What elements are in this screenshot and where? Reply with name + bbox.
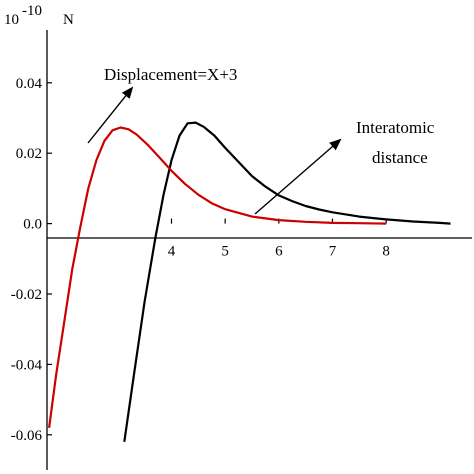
annotation-arrow-displacement	[87, 86, 134, 144]
annotation-displacement: Displacement=X+3	[104, 65, 237, 84]
y-unit-label: N	[63, 12, 74, 28]
y-exponent-power: -10	[22, 3, 42, 19]
annotation-interatomic-line1: Interatomic	[356, 118, 435, 137]
y-tick-label: -0.02	[11, 287, 42, 303]
annotation-arrow-interatomic	[254, 138, 342, 215]
x-tick-label: 4	[168, 244, 176, 260]
y-tick-label: 0.02	[16, 146, 42, 162]
x-tick-label: 7	[329, 244, 337, 260]
x-tick-label: 8	[382, 244, 390, 260]
x-tick-label: 5	[221, 244, 229, 260]
series-lines	[48, 121, 451, 442]
y-tick-label: -0.04	[11, 357, 43, 373]
x-tick-label: 6	[275, 244, 283, 260]
ticks: 4 5 6 7 8 0.04 0.02 0.0 -0.02 -0.04 -0.06	[11, 76, 390, 444]
y-tick-label: 0.0	[23, 217, 42, 233]
axes	[46, 30, 472, 470]
y-tick-label: 0.04	[16, 76, 43, 92]
series-line-2	[48, 126, 387, 428]
series-line-1	[123, 121, 451, 442]
y-tick-label: -0.06	[11, 428, 43, 444]
y-exponent-base: 10	[4, 12, 19, 28]
annotation-interatomic-line2: distance	[372, 148, 428, 167]
